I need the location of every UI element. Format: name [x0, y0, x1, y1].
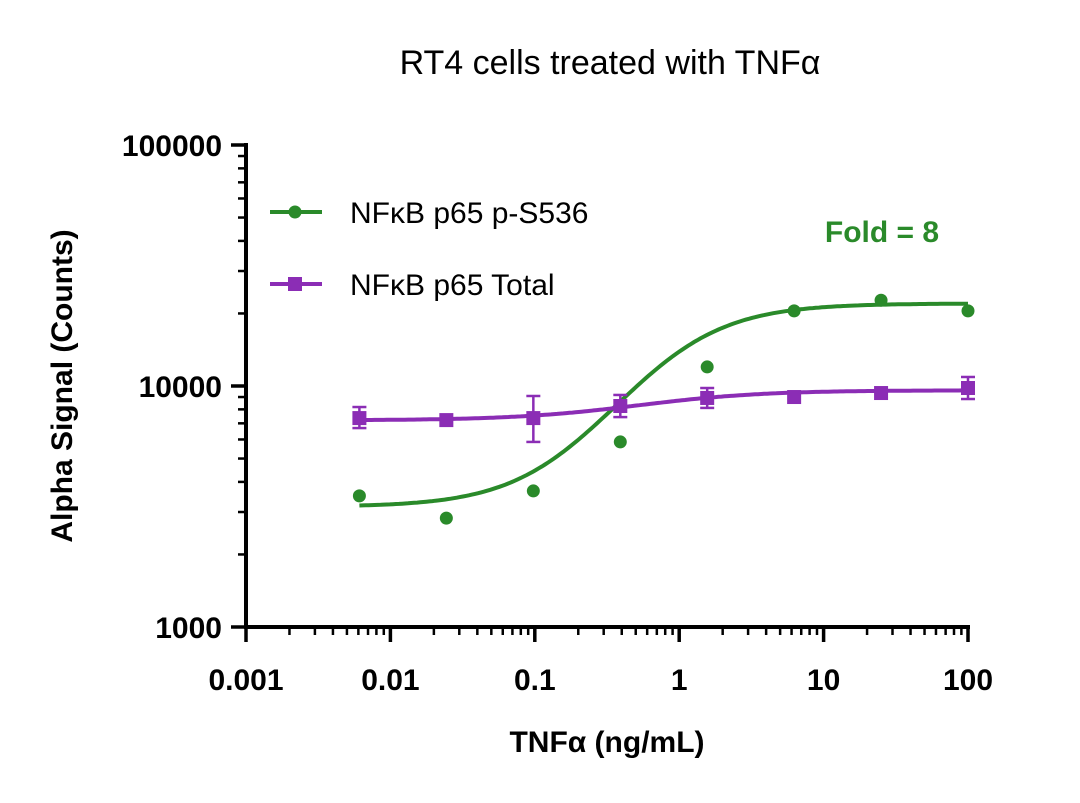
y-tick-label: 10000	[139, 371, 222, 404]
data-point-series-1	[352, 411, 367, 426]
y-axis-label: Alpha Signal (Counts)	[46, 229, 79, 542]
legend: NFκB p65 p-S536 NFκB p65 Total	[270, 197, 588, 302]
legend-label-total: NFκB p65 Total	[350, 269, 555, 302]
fold-annotation: Fold = 8	[825, 216, 939, 249]
data-point-series-0	[787, 304, 801, 318]
x-tick-label: 0.001	[208, 664, 283, 697]
data-point-series-1	[961, 381, 975, 396]
x-axis-label: TNFα (ng/mL)	[509, 726, 704, 759]
data-point-series-0	[700, 360, 714, 374]
x-tick-label: 0.1	[514, 664, 556, 697]
y-tick-label: 100000	[122, 130, 222, 163]
data-point-series-0	[961, 304, 975, 318]
legend-label-pS536: NFκB p65 p-S536	[350, 197, 588, 230]
fit-curve-series-1	[359, 388, 968, 422]
data-point-series-0	[874, 293, 888, 307]
x-tick-label: 1	[671, 664, 688, 697]
legend-marker-pS536	[288, 205, 302, 219]
data-point-series-0	[352, 489, 366, 503]
data-point-series-1	[439, 413, 454, 428]
data-point-series-1	[700, 390, 715, 405]
plot-area	[352, 293, 975, 525]
x-tick-label: 10	[807, 664, 840, 697]
data-point-series-1	[874, 386, 889, 401]
data-point-series-0	[526, 484, 540, 498]
data-point-series-0	[439, 511, 453, 525]
data-point-series-0	[613, 435, 627, 449]
fit-curve-series-0	[359, 301, 968, 508]
x-tick-label: 100	[943, 664, 993, 697]
x-tick-label: 0.01	[361, 664, 419, 697]
legend-marker-total	[288, 277, 302, 291]
chart-title: RT4 cells treated with TNFα	[400, 44, 821, 82]
data-point-series-1	[613, 399, 628, 414]
y-tick-label: 1000	[155, 612, 222, 645]
data-point-series-1	[787, 390, 802, 405]
axes: 0.001 0.01 0.1 1 10 100 1000 10000 100000	[122, 130, 993, 697]
data-point-series-1	[526, 411, 541, 426]
